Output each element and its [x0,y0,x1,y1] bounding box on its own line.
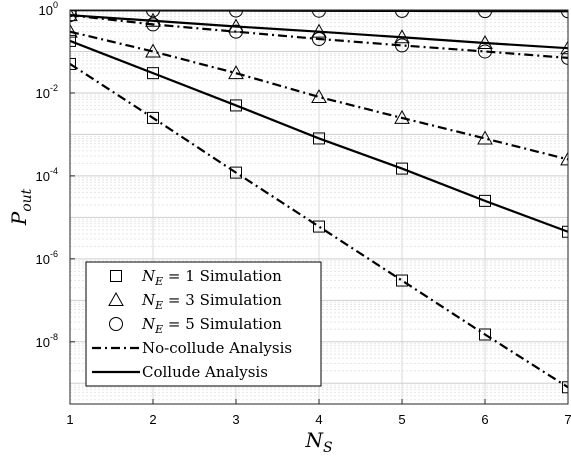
series-line-3 [70,14,568,50]
axis-ticks: 1 2 3 4 5 6 7 100 10-2 10-4 10-6 10-8 [36,0,571,427]
data-point-triangle [560,40,568,55]
data-point-square [230,99,242,112]
x-tick-label: 3 [232,412,239,427]
legend-label: NE = 3 Simulation [141,291,282,312]
y-tick-label: 10-6 [36,249,58,267]
x-tick-label: 7 [564,412,571,427]
data-point-circle [561,10,568,19]
data-point-circle [70,10,77,23]
data-point-triangle [145,43,161,58]
x-tick-label: 5 [398,412,405,427]
data-point-triangle [394,109,410,124]
data-point-triangle [145,12,161,27]
x-tick-label: 6 [481,412,488,427]
data-point-square [562,225,568,238]
legend-marker-square [110,270,122,282]
data-point-triangle [560,151,568,166]
data-point-circle [395,10,409,18]
data-point-triangle [70,23,78,38]
data-point-circle [395,38,409,53]
series-line-4 [70,14,568,59]
y-tick-label: 10-4 [36,166,58,184]
data-point-triangle [477,34,493,50]
data-point-square [396,274,408,287]
series-lines [70,10,568,389]
data-point-triangle [70,10,78,22]
data-point-circle [229,24,243,39]
legend-label: NE = 1 Simulation [141,267,282,288]
legend-label: No-collude Analysis [142,339,292,357]
legend-marker-triangle [108,291,124,306]
x-axis-label: NS [304,428,332,456]
data-point-square [147,67,159,80]
data-point-circle [478,44,492,59]
data-point-triangle [477,130,493,145]
series-line-1 [70,39,568,233]
y-tick-label: 10-8 [36,332,58,350]
series-line-0 [70,63,568,389]
data-point-triangle [228,65,244,80]
data-point-circle [312,10,326,18]
data-point-triangle [394,29,410,44]
data-point-square [70,57,76,70]
y-tick-label: 100 [39,0,58,18]
legend-label: Collude Analysis [142,363,268,381]
data-point-circle [312,31,326,46]
data-point-circle [229,10,243,18]
legend-box [85,261,322,387]
data-point-square [147,111,159,124]
data-point-circle [478,10,492,19]
data-point-circle [146,17,160,32]
x-tick-label: 2 [149,412,156,427]
y-axis-label: Pout [7,188,35,226]
data-point-square [479,328,491,341]
y-tick-label: 10-2 [36,83,58,101]
data-point-square [562,381,568,394]
data-point-square [313,220,325,233]
data-point-square [70,34,76,47]
legend: NE = 1 Simulation NE = 3 Simulation NE = 5… [85,261,322,387]
data-point-triangle [311,88,327,103]
data-point-triangle [311,23,327,38]
x-tick-label: 1 [66,412,73,427]
legend-marker-circle [109,317,123,331]
x-tick-label: 4 [315,412,322,427]
data-point-square [396,162,408,175]
legend-label: NE = 5 Simulation [141,315,282,336]
data-point-square [230,166,242,179]
data-point-circle [561,50,568,65]
data-point-square [479,194,491,207]
data-point-square [313,132,325,145]
